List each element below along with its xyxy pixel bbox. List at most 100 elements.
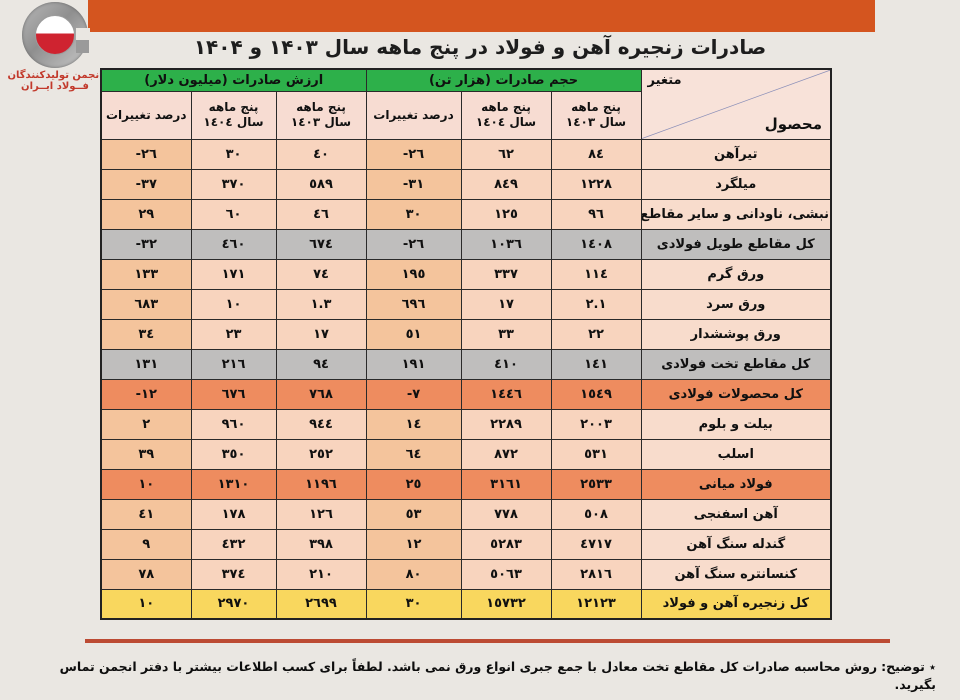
vol-1404-cell: ١٥٧٣٢ bbox=[460, 588, 552, 620]
val-1404-cell: ٣٥٠ bbox=[190, 438, 277, 470]
product-cell: نبشی، ناودانی و سایر مقاطع bbox=[640, 198, 832, 230]
product-cell: کنسانتره سنگ آهن bbox=[640, 558, 832, 590]
val-1404-cell: ٣٧٤ bbox=[190, 558, 277, 590]
vol-1403-header: پنج ماهه سال ١٤٠٣ bbox=[550, 90, 642, 140]
vol-change-cell: ١٩٥ bbox=[365, 258, 462, 290]
product-cell: کل مقاطع تخت فولادی bbox=[640, 348, 832, 380]
val-1404-cell: ٣٠ bbox=[190, 138, 277, 170]
table-row: ورق پوششدار ٢٢ ٣٣ ٥١ ١٧ ٢٣ ٣٤ bbox=[100, 318, 832, 350]
val-1403-cell: ٩٤ bbox=[275, 348, 367, 380]
sub-header-row: پنج ماهه سال ١٤٠٣ پنج ماهه سال ١٤٠٤ درصد… bbox=[100, 90, 831, 140]
vol-1404-cell: ٣٣ bbox=[460, 318, 552, 350]
val-1403-cell: ٥٨٩ bbox=[275, 168, 367, 200]
val-1404-cell: ٦٠ bbox=[190, 198, 277, 230]
footnote-text: روش محاسبه صادرات کل مقاطع تخت معادل با … bbox=[59, 659, 936, 692]
vol-1403-cell: ٩٦ bbox=[550, 198, 642, 230]
val-change-cell: -١٢ bbox=[100, 378, 192, 410]
val-1403-cell: ٧٦٨ bbox=[275, 378, 367, 410]
val-1404-header: پنج ماهه سال ١٤٠٤ bbox=[190, 90, 277, 140]
table-row: کنسانتره سنگ آهن ٢٨١٦ ٥٠٦٣ ٨٠ ٢١٠ ٣٧٤ ٧٨ bbox=[100, 558, 832, 590]
footnote-label: ٭ توضیح: bbox=[881, 659, 936, 674]
val-change-cell: ١٣٣ bbox=[100, 258, 192, 290]
val-1403-header: پنج ماهه سال ١٤٠٣ bbox=[275, 90, 367, 140]
vol-1403-cell: ٢٥٣٣ bbox=[550, 468, 642, 500]
product-cell: آهن اسفنجی bbox=[640, 498, 832, 530]
val-1404-cell: ١٧٨ bbox=[190, 498, 277, 530]
vol-1403-cell: ٢.١ bbox=[550, 288, 642, 320]
val-1404-cell: ٢٩٧٠ bbox=[190, 588, 277, 620]
top-banner bbox=[88, 0, 875, 32]
table-row: گندله سنگ آهن ٤٧١٧ ٥٢٨٣ ١٢ ٣٩٨ ٤٣٢ ٩ bbox=[100, 528, 832, 560]
vol-1404-cell: ١٧ bbox=[460, 288, 552, 320]
val-change-cell: ١٠ bbox=[100, 468, 192, 500]
table-body: تیرآهن ٨٤ ٦٢ -٢٦ ٤٠ ٣٠ -٢٦ میلگرد ١٢٢٨ ٨٤٩ -٣١ ٥٨٩ ٣… bbox=[100, 138, 832, 620]
table-row: اسلب ٥٣١ ٨٧٢ ٦٤ ٢٥٢ ٣٥٠ ٣٩ bbox=[100, 438, 832, 470]
volume-group-header: حجم صادرات (هزار تن) bbox=[365, 68, 642, 92]
val-change-cell: ١٠ bbox=[100, 588, 192, 620]
product-cell: گندله سنگ آهن bbox=[640, 528, 832, 560]
val-change-cell: ٣٩ bbox=[100, 438, 192, 470]
vol-change-cell: -٢٦ bbox=[365, 138, 462, 170]
vol-1404-cell: ٨٧٢ bbox=[460, 438, 552, 470]
logo-org-line1: انجمن تولیدکنندگان bbox=[7, 70, 103, 81]
vol-change-cell: ٥١ bbox=[365, 318, 462, 350]
vol-change-cell: ٨٠ bbox=[365, 558, 462, 590]
val-change-cell: -٢٦ bbox=[100, 138, 192, 170]
val-change-cell: ٤١ bbox=[100, 498, 192, 530]
table-row: کل زنجیره آهن و فولاد ١٢١٢٣ ١٥٧٣٢ ٣٠ ٢٦٩٩ ٢٩٧… bbox=[100, 588, 832, 620]
product-cell: کل زنجیره آهن و فولاد bbox=[640, 588, 832, 620]
vol-1403-cell: ٢٢ bbox=[550, 318, 642, 350]
val-1403-cell: ١٢٦ bbox=[275, 498, 367, 530]
vol-change-cell: -٢٦ bbox=[365, 228, 462, 260]
vol-change-cell: ١٢ bbox=[365, 528, 462, 560]
val-1403-cell: ٤٠ bbox=[275, 138, 367, 170]
vol-change-cell: ٢٥ bbox=[365, 468, 462, 500]
val-1404-cell: ٩٦٠ bbox=[190, 408, 277, 440]
val-1404-cell: ٤٣٢ bbox=[190, 528, 277, 560]
vol-1404-cell: ٣٣٧ bbox=[460, 258, 552, 290]
table-row: ورق سرد ٢.١ ١٧ ٦٩٦ ١.٣ ١٠ ٦٨٣ bbox=[100, 288, 832, 320]
val-change-header: درصد تغییرات bbox=[100, 90, 192, 140]
vol-change-cell: ٦٩٦ bbox=[365, 288, 462, 320]
table-row: کل مقاطع تخت فولادی ١٤١ ٤١٠ ١٩١ ٩٤ ٢١٦ ١٣١ bbox=[100, 348, 832, 380]
val-1404-cell: ٦٧٦ bbox=[190, 378, 277, 410]
vol-change-cell: -٣١ bbox=[365, 168, 462, 200]
vol-1403-cell: ١٢١٢٣ bbox=[550, 588, 642, 620]
vol-change-cell: -٧ bbox=[365, 378, 462, 410]
diagonal-divider bbox=[642, 70, 831, 138]
val-1404-cell: ٤٦٠ bbox=[190, 228, 277, 260]
vol-1404-cell: ١٠٣٦ bbox=[460, 228, 552, 260]
val-1404-cell: ١٣١٠ bbox=[190, 468, 277, 500]
exports-table: متغیر محصول حجم صادرات (هزار تن) ارزش صا… bbox=[100, 68, 833, 620]
vol-1403-cell: ١١٤ bbox=[550, 258, 642, 290]
product-cell: کل مقاطع طویل فولادی bbox=[640, 228, 832, 260]
vol-change-cell: ١٤ bbox=[365, 408, 462, 440]
val-1404-cell: ١٠ bbox=[190, 288, 277, 320]
vol-1404-cell: ٨٤٩ bbox=[460, 168, 552, 200]
val-change-cell: ٩ bbox=[100, 528, 192, 560]
table-row: فولاد میانی ٢٥٣٣ ٣١٦١ ٢٥ ١١٩٦ ١٣١٠ ١٠ bbox=[100, 468, 832, 500]
val-1404-cell: ٣٧٠ bbox=[190, 168, 277, 200]
product-cell: میلگرد bbox=[640, 168, 832, 200]
product-cell: تیرآهن bbox=[640, 138, 832, 170]
vol-1403-cell: ١٤١ bbox=[550, 348, 642, 380]
val-change-cell: ٦٨٣ bbox=[100, 288, 192, 320]
steel-ladle-icon bbox=[22, 2, 90, 68]
corner-cell: متغیر محصول bbox=[640, 68, 832, 140]
footnote: ٭ توضیح: روش محاسبه صادرات کل مقاطع تخت … bbox=[24, 658, 936, 694]
val-change-cell: -٣٢ bbox=[100, 228, 192, 260]
logo-org-line2: فــولاد ایــران bbox=[21, 81, 89, 92]
vol-1403-cell: ١٢٢٨ bbox=[550, 168, 642, 200]
val-1403-cell: ٢١٠ bbox=[275, 558, 367, 590]
vol-change-cell: ٦٤ bbox=[365, 438, 462, 470]
vol-1404-cell: ٦٢ bbox=[460, 138, 552, 170]
product-cell: ورق گرم bbox=[640, 258, 832, 290]
table-row: کل محصولات فولادی ١٥٤٩ ١٤٤٦ -٧ ٧٦٨ ٦٧٦ -١٢ bbox=[100, 378, 832, 410]
table-row: بیلت و بلوم ٢٠٠٣ ٢٢٨٩ ١٤ ٩٤٤ ٩٦٠ ٢ bbox=[100, 408, 832, 440]
corner-variable-label: متغیر bbox=[647, 73, 682, 88]
val-change-cell: -٣٧ bbox=[100, 168, 192, 200]
val-1404-cell: ٢٣ bbox=[190, 318, 277, 350]
vol-1404-cell: ١٤٤٦ bbox=[460, 378, 552, 410]
val-1403-cell: ٦٧٤ bbox=[275, 228, 367, 260]
group-header-row: متغیر محصول حجم صادرات (هزار تن) ارزش صا… bbox=[100, 68, 832, 140]
